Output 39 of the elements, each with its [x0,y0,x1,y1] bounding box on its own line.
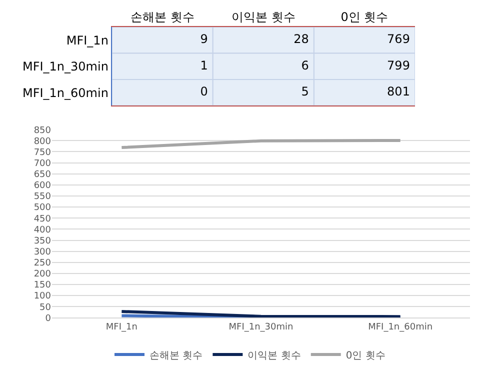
x-tick-label: MFI_1n [106,322,138,332]
x-tick-label: MFI_1n_60min [368,322,433,332]
data-label: 6 [301,58,309,72]
x-tick-label: 이익본 횟수 [232,10,296,24]
legend-label: 손해본 횟수 [150,350,203,362]
y-tick-label: MFI_1n_60min [22,86,108,100]
y-tick-label: 750 [34,148,52,158]
y-tick-label: 400 [34,225,52,236]
data-label: 1 [200,58,208,72]
y-tick-label: 100 [34,292,52,302]
y-tick-label: MFI_1n [66,33,108,48]
y-tick-label: 50 [40,302,52,313]
x-tick-label: 0인 횟수 [340,10,388,24]
data-label: 799 [387,58,410,72]
legend-label: 0인 횟수 [346,350,386,362]
y-tick-label: 300 [34,247,52,258]
y-tick-label: 450 [34,214,52,224]
data-label: 769 [387,32,410,46]
data-label: 9 [200,32,208,46]
y-tick-label: 600 [34,181,52,192]
y-tick-label: 350 [34,236,52,246]
y-tick-label: 500 [34,203,52,214]
y-tick-label: 850 [34,126,52,136]
y-tick-label: 550 [34,192,52,202]
y-tick-label: 150 [34,280,52,291]
data-label: 28 [294,32,309,46]
data-label: 5 [301,84,309,99]
y-tick-label: MFI_1n_30min [22,60,108,74]
x-tick-label: MFI_1n_30min [228,322,294,332]
x-tick-label: 손해본 횟수 [130,10,194,24]
y-tick-label: 650 [34,170,52,180]
y-tick-label: 700 [34,158,52,169]
y-tick-label: 800 [34,136,52,147]
data-label: 801 [387,84,410,99]
data-label: 0 [200,84,208,99]
y-tick-label: 0 [45,314,52,324]
y-tick-label: 200 [34,270,52,280]
legend-label: 이익본 횟수 [248,350,301,362]
y-tick-label: 250 [34,258,52,269]
